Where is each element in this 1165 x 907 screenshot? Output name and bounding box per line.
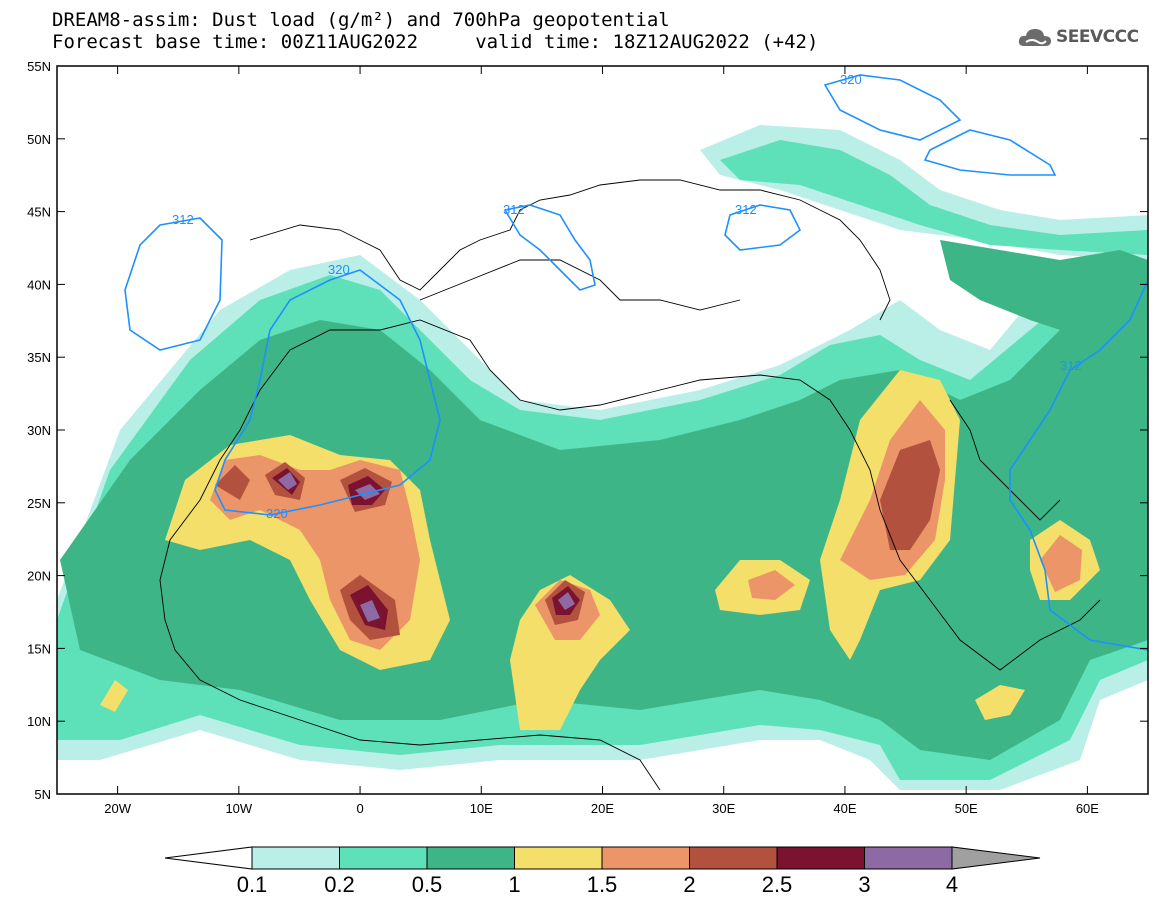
dust-band-2-east <box>880 440 940 550</box>
coastlines <box>159 179 1101 791</box>
lat-label: 50N <box>27 132 51 147</box>
colorbar-label: 1.5 <box>586 872 618 897</box>
lat-label: 5N <box>34 787 51 802</box>
contour-label: 320 <box>328 262 350 277</box>
dust-band-1.5-oman <box>1040 535 1082 592</box>
dust-field <box>57 125 1148 790</box>
colorbar-label: 1 <box>508 872 521 897</box>
colorbar-swatch <box>426 846 515 870</box>
map-title: DREAM8-assim: Dust load (g/m²) and 700hP… <box>52 9 670 31</box>
longitude-axis: 20W 10W 0 10E 20E 30E 40E 50E 60E <box>104 66 1099 816</box>
lat-label: 20N <box>27 569 51 584</box>
contour-label: 312 <box>172 212 194 227</box>
contour-labels: 320 312 312 312 320 320 312 <box>172 72 1082 521</box>
colorbar-swatch <box>251 846 340 870</box>
colorbar-label: 2 <box>683 872 696 897</box>
dust-band-1-somalia <box>975 685 1025 720</box>
dust-band-0.5-ne <box>940 240 1148 340</box>
colorbar-label: 0.1 <box>236 872 268 897</box>
colorbar-label: 0.2 <box>324 872 355 897</box>
lat-label: 30N <box>27 423 51 438</box>
lon-label: 50E <box>955 801 978 816</box>
colorbar-swatch <box>864 846 953 870</box>
colorbar <box>164 846 1041 870</box>
colorbar-low-arrow <box>164 846 253 870</box>
dust-band-0.2-north <box>720 140 1148 255</box>
lon-label: 40E <box>833 801 856 816</box>
lon-label: 20E <box>591 801 614 816</box>
contour-label: 312 <box>503 202 525 217</box>
contour-label: 320 <box>840 72 862 87</box>
contour-label: 312 <box>1060 358 1082 373</box>
lat-label: 45N <box>27 205 51 220</box>
latitude-axis: 55N 50N 45N 40N 35N 30N 25N 20N 15N 10N 5N <box>27 59 1148 802</box>
colorbar-label: 3 <box>858 872 871 897</box>
colorbar-label: 4 <box>945 872 959 897</box>
lat-label: 40N <box>27 277 51 292</box>
lat-label: 15N <box>27 641 51 656</box>
colorbar-swatch <box>601 846 690 870</box>
lat-label: 35N <box>27 350 51 365</box>
contour-label: 312 <box>735 202 757 217</box>
lat-label: 55N <box>27 59 51 74</box>
lon-label: 30E <box>712 801 735 816</box>
lon-label: 60E <box>1076 801 1099 816</box>
colorbar-swatch <box>689 846 778 870</box>
colorbar-label: 2.5 <box>761 872 793 897</box>
colorbar-swatch <box>514 846 603 870</box>
contour-label: 320 <box>266 506 288 521</box>
colorbar-label: 0.5 <box>411 872 443 897</box>
dust-band-1-coast <box>100 680 128 712</box>
lat-label: 10N <box>27 714 51 729</box>
lon-label: 0 <box>356 801 363 816</box>
colorbar-high-arrow <box>951 846 1041 870</box>
seevccc-logo: SEEVCCC <box>1018 26 1139 48</box>
lon-label: 10E <box>470 801 493 816</box>
lon-label: 20W <box>104 801 131 816</box>
colorbar-swatch <box>339 846 428 870</box>
colorbar-swatch <box>776 846 865 870</box>
geopotential-contours <box>124 74 1148 651</box>
cloud-icon <box>1018 29 1051 46</box>
lat-label: 25N <box>27 496 51 511</box>
logo-text: SEEVCCC <box>1056 27 1139 47</box>
lon-label: 10W <box>225 801 252 816</box>
forecast-times: Forecast base time: 00Z11AUG2022 valid t… <box>52 31 819 53</box>
dust-band-1.5-nile <box>748 570 795 600</box>
